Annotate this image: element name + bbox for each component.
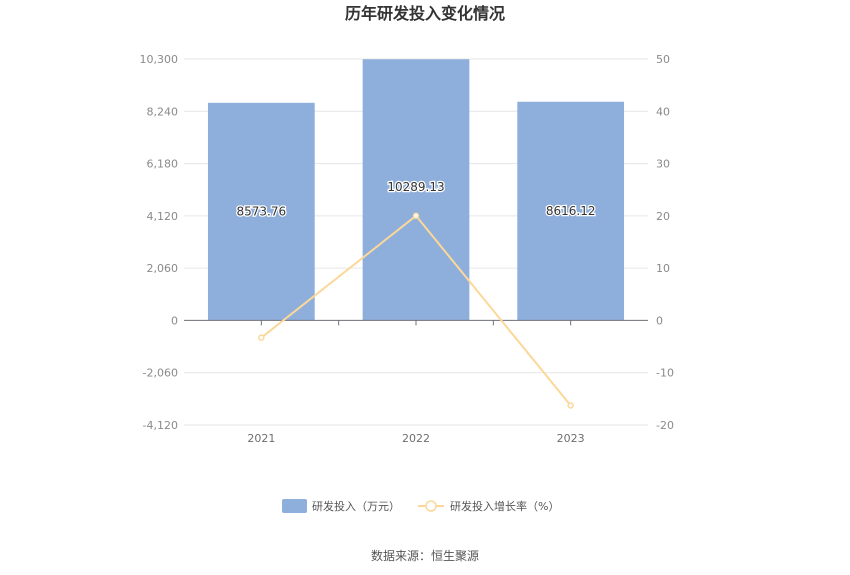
right-axis-tick-label: 50 [656,53,670,66]
right-axis-tick-label: -20 [656,419,674,432]
left-axis: 10,300 8,240 6,180 4,120 2,060 0 -2,060 -4,120 [140,53,179,432]
legend-line-label: 研发投入增长率（%） [450,499,559,513]
bar-series [207,59,625,321]
right-axis-tick-label: 30 [656,158,670,171]
right-axis: 50 40 30 20 10 0 -10 -20 [656,53,674,432]
bar-value-label: 8573.76 [237,205,287,219]
left-axis-tick-label: 4,120 [147,210,179,223]
right-axis-tick-label: 0 [656,314,663,327]
legend-bar-swatch [282,499,307,513]
legend[interactable]: 研发投入（万元） 研发投入增长率（%） [282,499,559,513]
left-axis-tick-label: 10,300 [140,53,179,66]
legend-bar-label: 研发投入（万元） [312,499,400,513]
left-axis-tick-label: -4,120 [143,419,178,432]
x-axis-tick-label: 2022 [402,432,430,445]
left-axis-tick-label: 0 [171,314,178,327]
data-source: 数据来源：恒生聚源 [371,548,479,563]
chart-title: 历年研发投入变化情况 [345,4,505,23]
bar [362,59,470,321]
x-axis: 2021 2022 2023 [247,320,585,445]
legend-line-marker [425,500,437,512]
bar [207,102,315,321]
left-axis-tick-label: -2,060 [143,367,178,380]
x-axis-tick-label: 2023 [557,432,585,445]
growth-point [567,402,574,409]
right-axis-tick-label: -10 [656,367,674,380]
line-series [258,212,574,409]
growth-point [258,334,265,341]
right-axis-tick-label: 10 [656,262,670,275]
x-axis-tick-label: 2021 [247,432,275,445]
right-axis-tick-label: 40 [656,105,670,118]
left-axis-tick-label: 6,180 [147,158,179,171]
left-axis-tick-label: 2,060 [147,262,179,275]
bar-value-label: 10289.13 [387,180,444,194]
bar-labels: 8573.76 10289.13 8616.12 [235,179,596,220]
right-axis-tick-label: 20 [656,210,670,223]
left-axis-tick-label: 8,240 [147,105,179,118]
legend-item-line[interactable]: 研发投入增长率（%） [418,499,559,513]
bar-value-label: 8616.12 [546,204,596,218]
bar [517,101,625,321]
legend-item-bar[interactable]: 研发投入（万元） [282,499,400,513]
growth-point [412,212,420,220]
